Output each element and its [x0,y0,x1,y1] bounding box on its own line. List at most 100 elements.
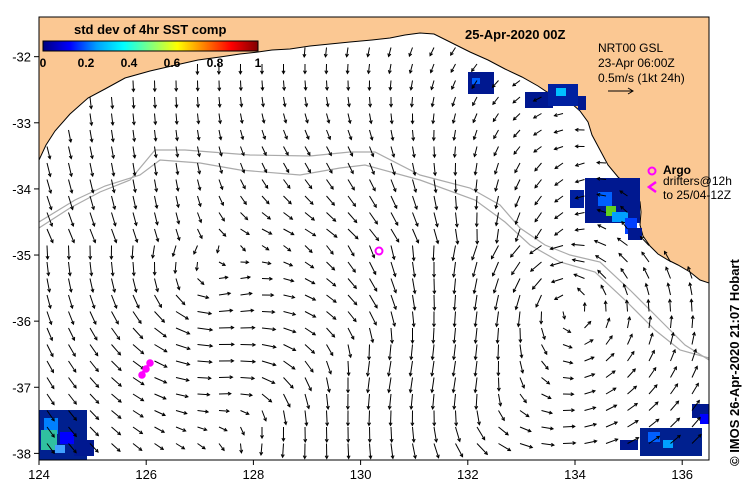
current-arrow [369,212,378,225]
current-arrow [454,212,459,228]
current-arrow [472,129,478,141]
current-arrow [584,406,597,411]
current-arrow [347,146,354,157]
current-arrow [541,426,555,431]
current-arrow [88,245,93,261]
current-arrow [89,162,95,178]
current-arrow [596,208,607,213]
current-arrow [491,261,499,277]
current-arrow [512,80,521,87]
current-arrow [691,365,698,378]
current-arrow [154,443,165,451]
current-arrow [347,129,353,141]
current-arrow [46,311,53,326]
current-arrow [347,311,357,323]
current-arrow [111,344,122,356]
current-arrow [132,228,139,244]
current-arrow [46,278,52,293]
current-arrow [518,327,523,344]
current-arrow [495,228,499,244]
current-arrow [46,377,55,390]
current-arrow [452,278,457,295]
current-arrow [218,228,227,237]
current-arrow [412,294,417,311]
current-arrow [596,160,607,165]
current-arrow [432,261,436,279]
current-arrow [431,311,436,328]
sst-patch-north [468,72,586,110]
current-arrow [240,308,255,313]
x-tick-label: 134 [564,467,586,482]
current-arrow [621,220,628,230]
current-arrow [648,332,654,345]
current-arrow [498,393,503,407]
current-arrow [89,426,100,437]
current-arrow [89,261,94,277]
current-arrow [218,261,227,266]
current-arrow [218,113,222,125]
current-arrow [111,311,119,325]
current-arrow [490,245,499,260]
current-arrow [533,129,542,136]
current-arrow [283,327,297,334]
current-arrow [46,393,55,406]
current-arrow [430,96,435,108]
current-arrow [283,245,292,252]
current-arrow [451,96,456,108]
current-arrow [261,245,270,251]
current-arrow [541,377,551,385]
current-arrow [281,63,286,75]
current-arrow [433,212,439,228]
current-arrow [369,327,375,344]
current-arrow [451,360,456,377]
colorbar-tick-label: 0 [40,56,47,70]
current-arrow [89,311,97,326]
current-arrow [541,327,546,341]
current-arrow [691,399,700,411]
current-arrow [239,96,244,108]
argo-legend: Argo drifters@12h to 25/04-12Z [646,163,732,202]
current-arrow [89,228,97,244]
current-arrow [472,278,478,295]
sst-patch-west [39,410,94,460]
current-arrow [409,96,414,108]
current-arrow [347,245,355,257]
current-arrow [111,393,122,403]
current-arrow [347,278,357,290]
current-arrow [326,311,337,320]
current-arrow [175,443,186,450]
current-vectors [45,47,702,460]
current-arrow [431,113,436,125]
current-arrow [648,366,657,378]
current-arrow [472,96,478,107]
current-arrow [283,410,288,426]
current-arrow [691,433,702,444]
current-arrow [46,344,54,358]
current-arrow [218,129,223,141]
current-arrow [194,261,199,272]
current-arrow [215,245,220,254]
current-arrow [46,228,54,244]
current-arrow [68,179,74,194]
current-arrow [471,261,478,278]
current-arrow [68,311,75,326]
current-arrow [304,113,309,124]
current-arrow [68,410,78,421]
drifter-track-icon [646,180,657,194]
current-arrow [154,212,159,226]
current-arrow [89,393,100,404]
current-arrow [473,179,478,193]
current-arrow [627,333,633,345]
current-arrow [369,278,378,292]
x-tick-label: 128 [243,467,265,482]
current-arrow [562,376,575,381]
current-arrow [111,195,117,211]
current-arrow [324,63,329,75]
current-arrow [627,316,632,329]
current-arrow [493,146,499,157]
current-arrow [324,80,329,92]
current-arrow [196,129,201,142]
current-arrow [367,410,372,427]
current-arrow [68,344,76,357]
current-arrow [519,360,525,374]
